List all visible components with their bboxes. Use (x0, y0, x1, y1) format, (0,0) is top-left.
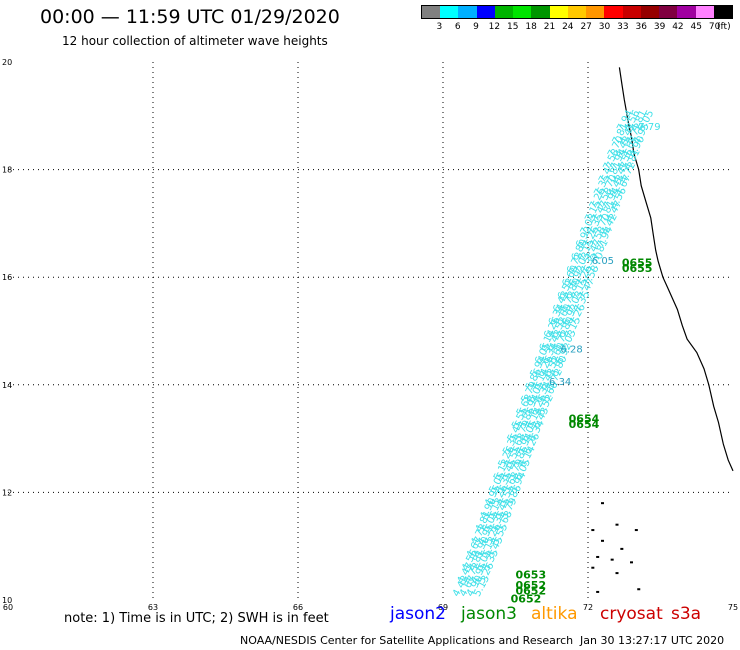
legend-swatch (659, 6, 678, 18)
legend-swatch (494, 6, 514, 18)
y-tick-label: 12 (2, 488, 12, 497)
chart-subtitle: 12 hour collection of altimeter wave hei… (62, 34, 328, 48)
legend-swatch (531, 6, 550, 18)
x-tick-label: 63 (148, 603, 158, 612)
x-tick-label: 60 (3, 603, 13, 612)
y-tick-label: 18 (2, 166, 12, 175)
legend-label: 12 (488, 22, 501, 32)
x-tick-label: 75 (728, 603, 738, 612)
island (610, 558, 614, 561)
island (601, 502, 604, 505)
legend-label: 21 (543, 22, 556, 32)
legend-swatch (422, 6, 441, 18)
credit-text: NOAA/NESDIS Center for Satellite Applica… (240, 634, 574, 647)
y-tick-label: 20 (2, 58, 12, 67)
legend-jason3: jason3 (461, 604, 517, 624)
time-label: 0653 (516, 568, 547, 581)
legend-swatch (604, 6, 623, 18)
legend-label: 3 (436, 22, 443, 32)
legend-label: 30 (598, 22, 611, 32)
y-tick-label: 16 (2, 273, 12, 282)
legend-swatch (476, 6, 495, 18)
x-tick-label: 69 (438, 603, 448, 612)
chart-title: 00:00 — 11:59 UTC 01/29/2020 (40, 6, 340, 28)
legend-swatch (586, 6, 605, 18)
legend-label: 18 (525, 22, 537, 32)
time-label: 0655 (622, 262, 653, 275)
y-tick-label: 10 (2, 596, 12, 605)
time-label: 0652 (516, 579, 547, 592)
legend-swatch (713, 6, 732, 18)
swh-value-label: 6.34 (549, 377, 571, 388)
legend-label: 42 (672, 22, 684, 32)
time-label: 0655 (622, 256, 653, 269)
legend-cryosat: cryosat (600, 604, 663, 624)
island (591, 566, 595, 569)
legend-swatch (549, 6, 568, 18)
legend-label: 39 (653, 22, 666, 32)
time-label: 0652 (516, 585, 547, 598)
legend-label: 9 (473, 22, 479, 32)
island (637, 588, 641, 591)
time-label: 0654 (569, 412, 600, 425)
legend-label: 15 (507, 22, 519, 32)
legend-swatches (421, 5, 733, 19)
island (615, 572, 619, 575)
legend-label: 70 (708, 22, 721, 32)
legend-label: 33 (617, 22, 629, 32)
legend-unit: (ft) (717, 22, 731, 32)
legend-swatch (440, 6, 459, 18)
swh-value-label: 7.79 (638, 122, 660, 133)
island (630, 561, 633, 564)
color-legend: 3 6 9 12 15 18 21 24 27 30 33 36 39 42 45 70 (ft) (421, 5, 733, 41)
legend-swatch (567, 6, 587, 18)
island (601, 539, 604, 542)
legend-swatch (677, 6, 696, 18)
island (596, 555, 600, 558)
legend-altika: altika (531, 604, 578, 624)
coastline (618, 67, 734, 472)
legend-s3a: s3a (671, 604, 702, 624)
island (620, 547, 624, 550)
legend-labels: 3 6 9 12 15 18 21 24 27 30 33 36 39 42 45 70 (ft) (421, 19, 733, 33)
legend-label: 6 (454, 22, 461, 32)
y-tick-label: 14 (2, 381, 12, 390)
island (634, 529, 638, 532)
swh-value-label: 6.05 (592, 256, 614, 267)
legend-swatch (695, 6, 714, 18)
footer-note: note: 1) Time is in UTC; 2) SWH is in fe… (64, 611, 329, 626)
island (591, 529, 595, 532)
legend-label: 24 (562, 22, 574, 32)
legend-label: 27 (580, 22, 592, 32)
legend-swatch (513, 6, 532, 18)
island (596, 590, 600, 593)
legend-label: 36 (635, 22, 647, 32)
legend-swatch (622, 6, 641, 18)
time-label: 0654 (569, 418, 600, 431)
legend-label: 45 (690, 22, 703, 32)
timestamp: Jan 30 13:27:17 UTC 2020 (580, 634, 725, 647)
legend-jason2: jason2 (390, 604, 446, 624)
swh-value-label: 6.28 (560, 345, 582, 356)
legend-swatch (458, 6, 477, 18)
time-label: 0652 (511, 593, 542, 606)
island (615, 523, 619, 526)
x-tick-label: 66 (293, 603, 303, 612)
x-tick-label: 72 (583, 603, 593, 612)
legend-swatch (640, 6, 660, 18)
